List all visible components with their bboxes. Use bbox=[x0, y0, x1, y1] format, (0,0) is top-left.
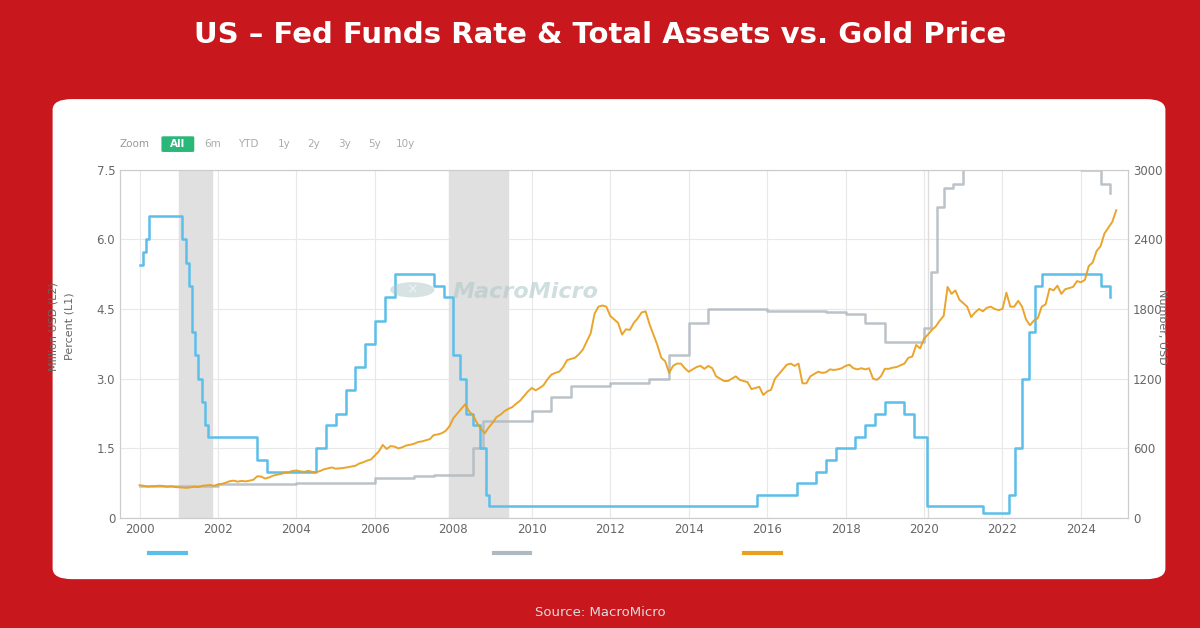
Text: 3y: 3y bbox=[338, 139, 350, 149]
Text: Zoom: Zoom bbox=[120, 139, 150, 149]
Legend: Federal Funds Rate (Weekly, L1), Fed Total Assets (L2), NYMEX – Gold Futures Pri: Federal Funds Rate (Weekly, L1), Fed Tot… bbox=[144, 541, 1056, 567]
Text: 1y: 1y bbox=[277, 139, 290, 149]
Bar bbox=[179, 170, 212, 518]
Text: Percent (L1): Percent (L1) bbox=[65, 293, 74, 360]
Text: ×: × bbox=[407, 283, 418, 297]
Text: 5y: 5y bbox=[368, 139, 382, 149]
Text: Source: MacroMicro: Source: MacroMicro bbox=[535, 606, 665, 619]
Text: MacroMicro: MacroMicro bbox=[452, 281, 599, 301]
Circle shape bbox=[390, 282, 434, 298]
Text: 10y: 10y bbox=[395, 139, 414, 149]
Text: 2y: 2y bbox=[307, 139, 320, 149]
Text: US – Fed Funds Rate & Total Assets vs. Gold Price: US – Fed Funds Rate & Total Assets vs. G… bbox=[194, 21, 1006, 48]
Text: Number, USD: Number, USD bbox=[1157, 289, 1166, 364]
FancyBboxPatch shape bbox=[162, 136, 194, 152]
Text: All: All bbox=[170, 139, 185, 149]
Text: 6m: 6m bbox=[204, 139, 221, 149]
Text: Million USD (L2): Million USD (L2) bbox=[49, 282, 59, 371]
Text: YTD: YTD bbox=[238, 139, 258, 149]
Bar bbox=[450, 170, 509, 518]
